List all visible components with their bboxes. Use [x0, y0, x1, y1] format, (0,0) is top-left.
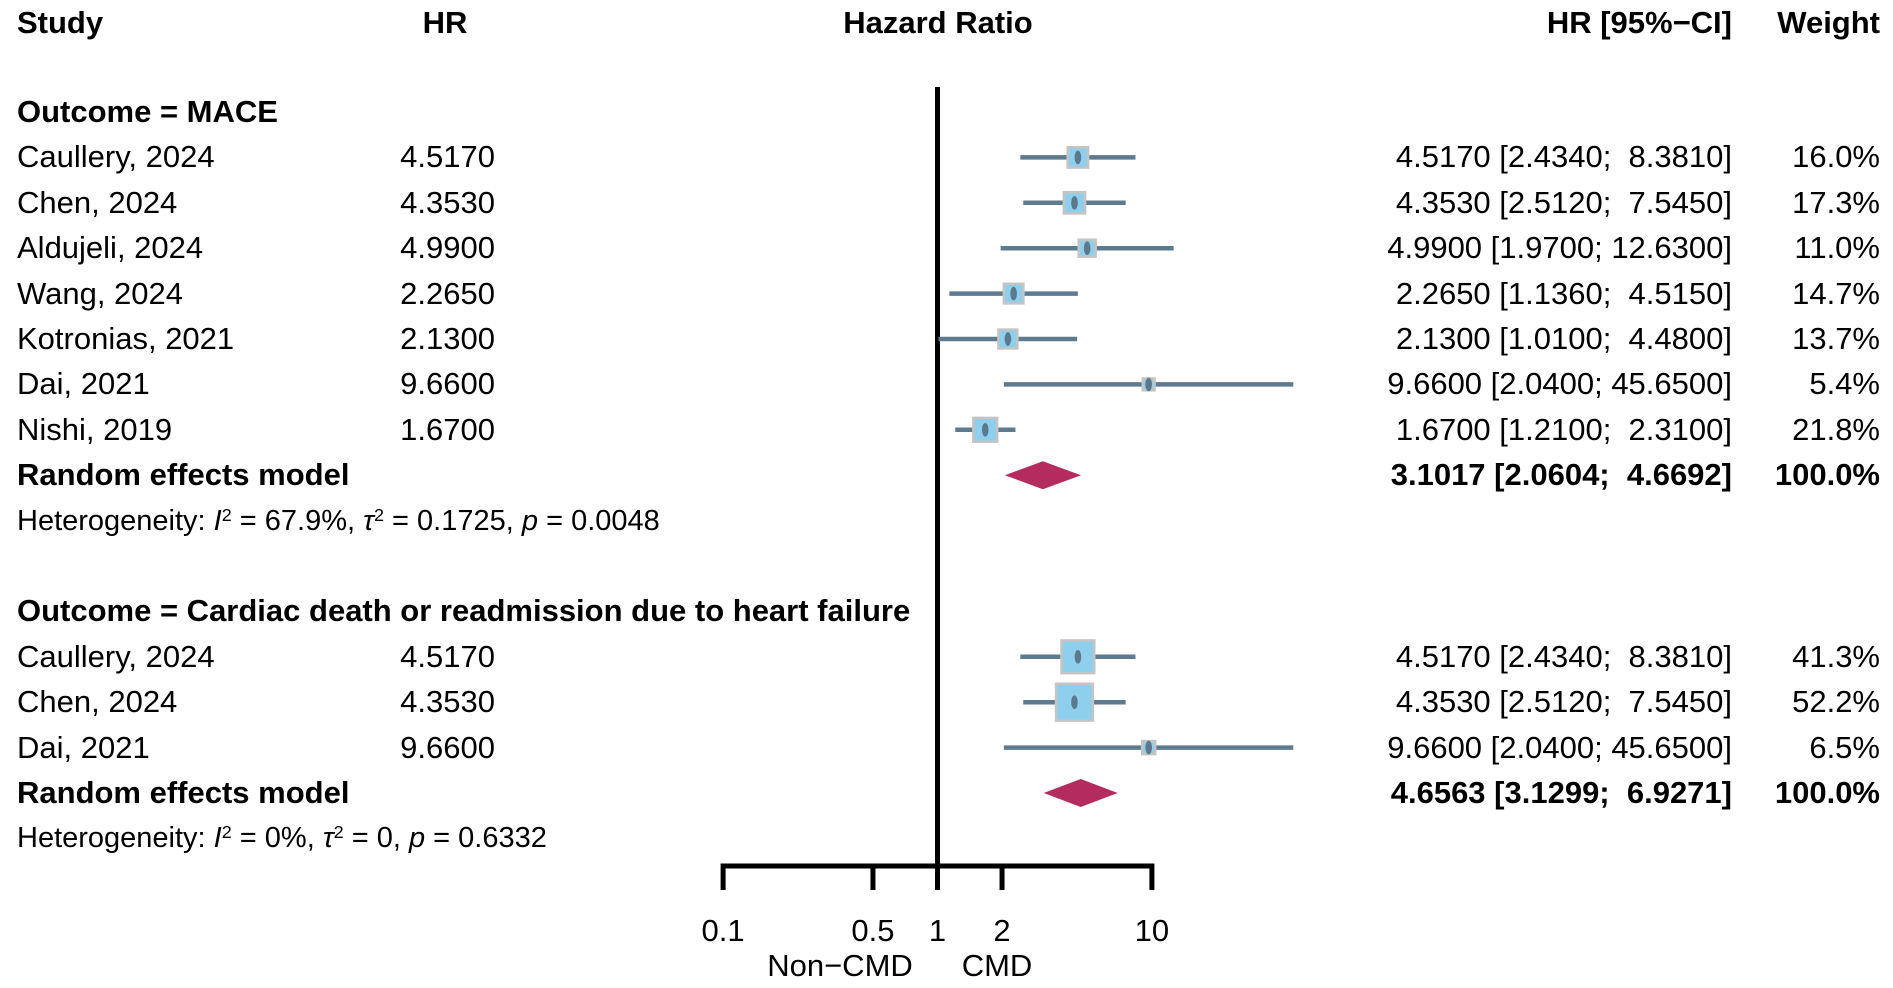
heterogeneity-text: Heterogeneity: I2 = 0%, τ2 = 0, p = 0.63… [17, 816, 917, 860]
heterogeneity-segment: = 67.9%, [231, 504, 364, 537]
summary-weight: 100.0% [1774, 775, 1880, 810]
study-label: Chen, 2024 [17, 684, 178, 720]
study-hr-value: 4.5170 [400, 139, 495, 175]
study-label: Kotronias, 2021 [17, 321, 235, 356]
heterogeneity-segment: = 0, [343, 822, 409, 855]
study-hr-value: 9.6600 [400, 729, 495, 765]
axis-tick-label: 1 [928, 913, 947, 948]
point-estimate-dot [1071, 695, 1078, 709]
point-estimate-dot [1004, 332, 1012, 346]
study-label: Nishi, 2019 [17, 411, 173, 447]
study-weight: 17.3% [1792, 184, 1880, 220]
heterogeneity-segment: 2 [221, 504, 232, 525]
study-ci-value: 2.2650 [1.1360; 4.5150] [1395, 275, 1732, 311]
axis-tick-label: 0.1 [701, 913, 745, 948]
study-ci-value: 9.6600 [2.0400; 45.6500] [1387, 366, 1732, 402]
axis-right-group-label: CMD [961, 948, 1033, 983]
study-ci-value: 4.5170 [2.4340; 8.3810] [1395, 638, 1732, 674]
study-hr-value: 4.3530 [400, 684, 495, 720]
column-header-hazard-ratio: Hazard Ratio [843, 5, 1033, 40]
study-hr-value: 1.6700 [400, 411, 495, 447]
summary-ci-value: 4.6563 [3.1299; 6.9271] [1390, 775, 1732, 810]
group-heading: Outcome = MACE [17, 94, 278, 129]
heterogeneity-segment: = 0.1725, [384, 504, 522, 537]
study-hr-value: 2.1300 [400, 321, 495, 356]
study-label: Caullery, 2024 [17, 638, 215, 674]
study-ci-value: 4.5170 [2.4340; 8.3810] [1395, 139, 1732, 175]
column-header-ci: HR [95%−CI] [1546, 5, 1732, 40]
heterogeneity-text: Heterogeneity: I2 = 67.9%, τ2 = 0.1725, … [17, 499, 917, 543]
heterogeneity-segment: τ [322, 822, 334, 855]
study-ci-value: 4.3530 [2.5120; 7.5450] [1395, 684, 1732, 720]
point-estimate-dot [1010, 286, 1017, 301]
heterogeneity-segment: I [213, 504, 222, 537]
point-estimate-dot [1145, 740, 1152, 755]
column-header-weight: Weight [1777, 5, 1880, 40]
column-header-study: Study [17, 5, 104, 40]
study-hr-value: 2.2650 [400, 275, 495, 311]
study-weight: 5.4% [1809, 366, 1880, 402]
study-weight: 13.7% [1792, 321, 1880, 356]
summary-label: Random effects model [17, 457, 350, 493]
study-ci-value: 9.6600 [2.0400; 45.6500] [1387, 729, 1732, 765]
study-weight: 6.5% [1809, 729, 1880, 765]
heterogeneity-segment: = 0%, [231, 822, 323, 855]
summary-diamond [1043, 779, 1118, 807]
heterogeneity-segment: 2 [374, 504, 384, 525]
summary-label: Random effects model [17, 775, 350, 810]
heterogeneity-segment: Heterogeneity: [17, 504, 214, 537]
study-ci-value: 4.3530 [2.5120; 7.5450] [1395, 184, 1732, 220]
heterogeneity-segment: τ [363, 504, 374, 537]
point-estimate-dot [1083, 241, 1091, 255]
summary-diamond [1004, 461, 1081, 490]
study-ci-value: 4.9900 [1.9700; 12.6300] [1387, 230, 1732, 266]
heterogeneity-segment: p [408, 822, 426, 855]
point-estimate-dot [1074, 650, 1082, 664]
study-hr-value: 4.3530 [400, 184, 495, 220]
point-estimate-dot [1071, 196, 1078, 210]
study-hr-value: 9.6600 [400, 366, 495, 402]
study-hr-value: 4.9900 [400, 230, 495, 266]
heterogeneity-segment: I [213, 822, 222, 855]
point-estimate-dot [1074, 150, 1082, 165]
heterogeneity-segment: = 0.0048 [538, 504, 660, 537]
study-label: Dai, 2021 [17, 729, 150, 765]
heterogeneity-segment: 2 [221, 822, 232, 843]
study-label: Chen, 2024 [17, 184, 178, 220]
group-heading: Outcome = Cardiac death or readmission d… [17, 593, 911, 629]
study-weight: 52.2% [1792, 684, 1880, 720]
summary-weight: 100.0% [1774, 457, 1880, 493]
heterogeneity-segment: p [521, 504, 539, 537]
axis-tick-label: 0.5 [851, 913, 895, 948]
axis-tick-label: 2 [993, 913, 1011, 948]
point-estimate-dot [981, 423, 989, 437]
heterogeneity-segment: Heterogeneity: [17, 822, 214, 855]
study-label: Aldujeli, 2024 [17, 230, 204, 266]
axis-tick-label: 10 [1134, 913, 1170, 948]
column-header-hr: HR [422, 5, 468, 40]
heterogeneity-segment: = 0.6332 [425, 822, 547, 855]
study-hr-value: 4.5170 [400, 638, 495, 674]
summary-ci-value: 3.1017 [2.0604; 4.6692] [1390, 457, 1732, 493]
study-weight: 21.8% [1792, 411, 1880, 447]
study-weight: 16.0% [1792, 139, 1880, 175]
axis-left-group-label: Non−CMD [767, 948, 913, 983]
study-ci-value: 1.6700 [1.2100; 2.3100] [1395, 411, 1732, 447]
study-label: Dai, 2021 [17, 366, 150, 402]
study-label: Caullery, 2024 [17, 139, 215, 175]
study-weight: 11.0% [1794, 230, 1880, 266]
study-label: Wang, 2024 [17, 275, 184, 311]
study-weight: 14.7% [1792, 275, 1880, 311]
study-ci-value: 2.1300 [1.0100; 4.4800] [1395, 321, 1732, 356]
study-weight: 41.3% [1792, 638, 1880, 674]
point-estimate-dot [1145, 377, 1152, 392]
heterogeneity-segment: 2 [333, 822, 344, 843]
